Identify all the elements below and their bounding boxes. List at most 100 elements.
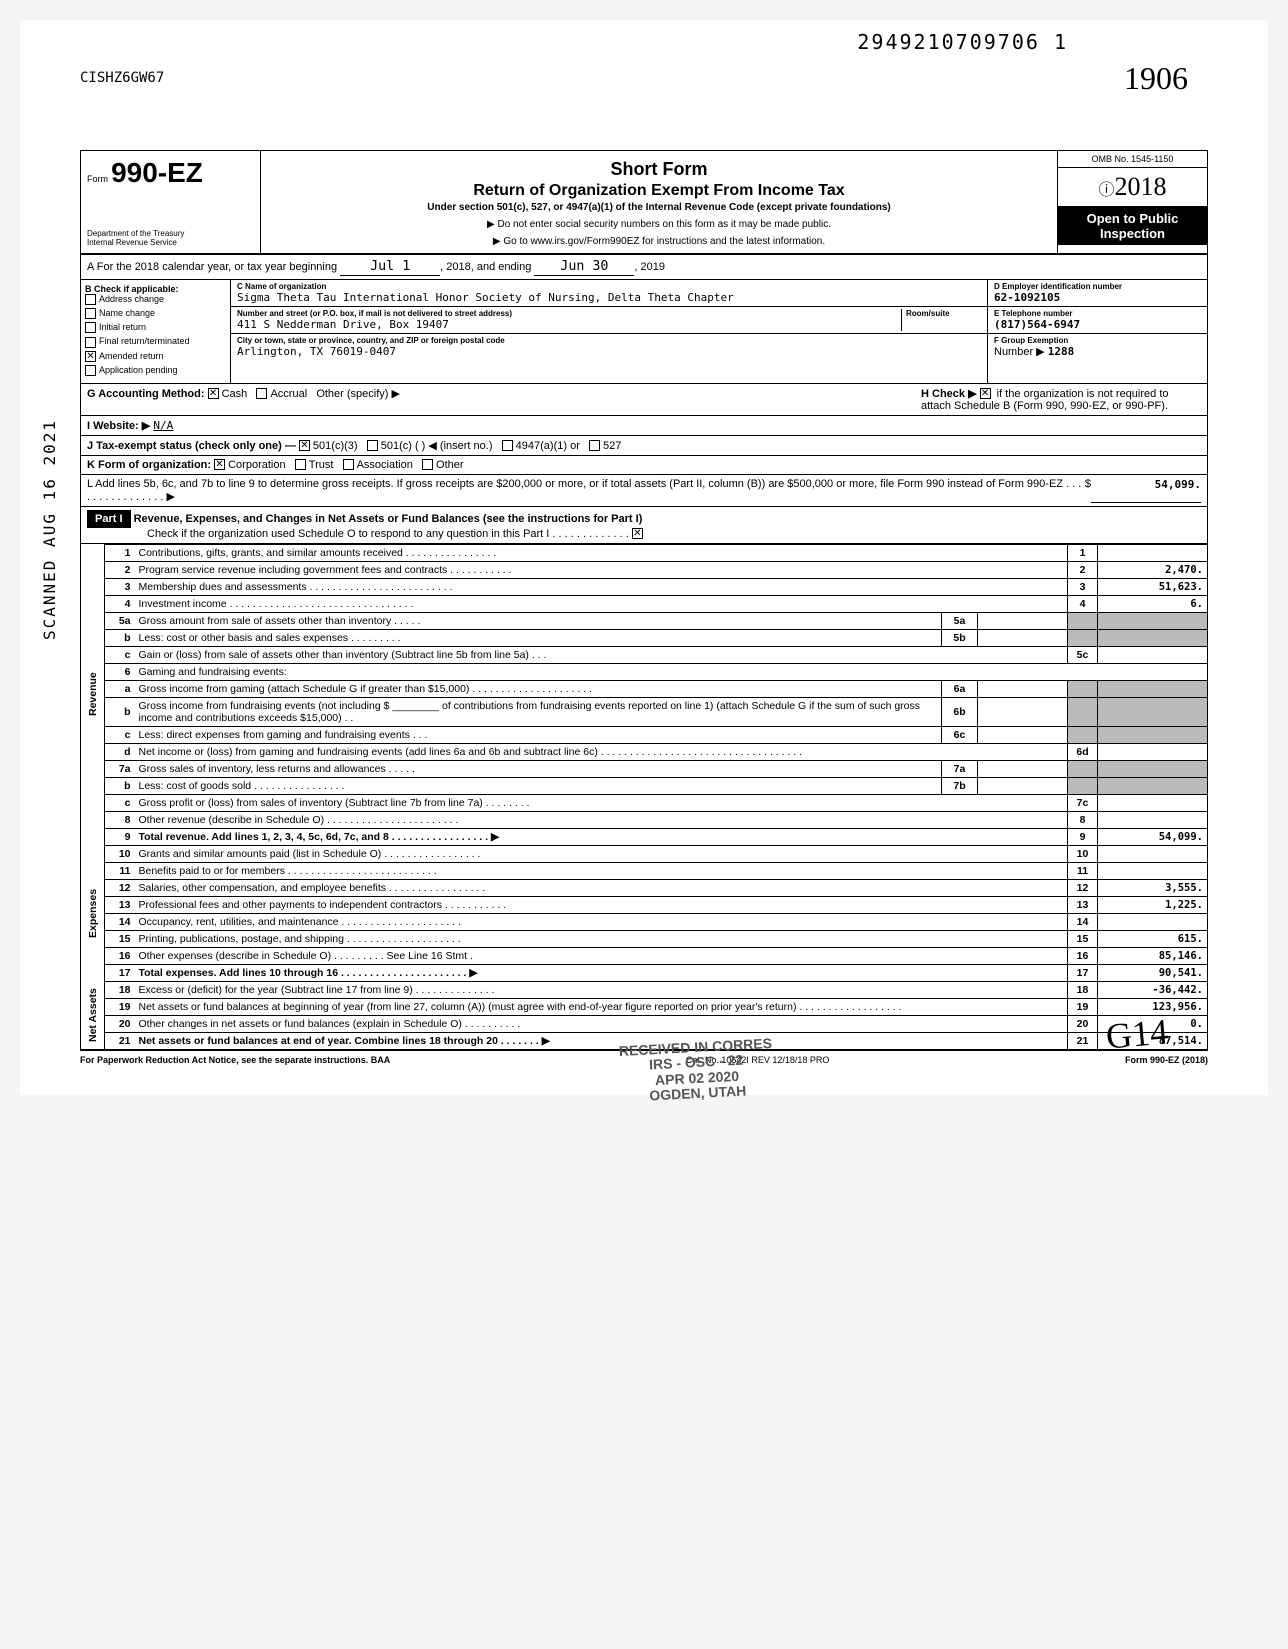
table-row: 13Professional fees and other payments t… bbox=[81, 896, 1208, 913]
chk-assoc[interactable] bbox=[343, 459, 354, 470]
chk-application[interactable]: Application pending bbox=[85, 365, 226, 376]
chk-501c[interactable] bbox=[367, 440, 378, 451]
line-number: 6 bbox=[105, 663, 135, 680]
table-row: 5aGross amount from sale of assets other… bbox=[81, 612, 1208, 629]
group-num-label: Number ▶ bbox=[994, 346, 1045, 358]
line-desc: Grants and similar amounts paid (list in… bbox=[135, 845, 1068, 862]
side-label: Expenses bbox=[81, 845, 105, 981]
outer-val bbox=[1098, 794, 1208, 811]
table-row: 3Membership dues and assessments . . . .… bbox=[81, 578, 1208, 595]
line-desc: Benefits paid to or for members . . . . … bbox=[135, 862, 1068, 879]
outer-num: 15 bbox=[1068, 930, 1098, 947]
line-number: 12 bbox=[105, 879, 135, 896]
outer-val bbox=[1098, 726, 1208, 743]
outer-num bbox=[1068, 777, 1098, 794]
outer-num bbox=[1068, 612, 1098, 629]
line-number: 15 bbox=[105, 930, 135, 947]
city-value: Arlington, TX 76019-0407 bbox=[237, 345, 981, 358]
room-label: Room/suite bbox=[906, 309, 981, 318]
outer-num: 5c bbox=[1068, 646, 1098, 663]
ein-label: D Employer identification number bbox=[994, 282, 1201, 291]
org-name: Sigma Theta Tau International Honor Soci… bbox=[237, 291, 981, 304]
street-label: Number and street (or P.O. box, if mail … bbox=[237, 309, 901, 318]
col-d: D Employer identification number 62-1092… bbox=[987, 280, 1207, 383]
outer-num: 21 bbox=[1068, 1032, 1098, 1049]
line-number: c bbox=[105, 646, 135, 663]
chk-501c3[interactable] bbox=[299, 440, 310, 451]
chk-accrual[interactable] bbox=[256, 388, 267, 399]
outer-num: 12 bbox=[1068, 879, 1098, 896]
inner-num: 6a bbox=[942, 680, 978, 697]
goto-note: ▶ Go to www.irs.gov/Form990EZ for instru… bbox=[267, 236, 1051, 247]
block-bcd: B Check if applicable: Address change Na… bbox=[80, 280, 1208, 384]
outer-val bbox=[1098, 811, 1208, 828]
row-i: I Website: ▶ N/A bbox=[80, 416, 1208, 436]
chk-other-k[interactable] bbox=[422, 459, 433, 470]
chk-address[interactable]: Address change bbox=[85, 294, 226, 305]
outer-num: 8 bbox=[1068, 811, 1098, 828]
line-a: A For the 2018 calendar year, or tax yea… bbox=[80, 255, 1208, 280]
outer-val: 615. bbox=[1098, 930, 1208, 947]
header-left: Form 990-EZ Department of the Treasury I… bbox=[81, 151, 261, 253]
inner-val bbox=[978, 760, 1068, 777]
chk-h[interactable] bbox=[980, 388, 991, 399]
chk-initial[interactable]: Initial return bbox=[85, 322, 226, 333]
outer-val: 1,225. bbox=[1098, 896, 1208, 913]
ssn-note: ▶ Do not enter social security numbers o… bbox=[267, 219, 1051, 230]
dln-number: 2949210709706 1 bbox=[857, 30, 1068, 54]
inner-val bbox=[978, 777, 1068, 794]
line-desc: Program service revenue including govern… bbox=[135, 561, 1068, 578]
under-section: Under section 501(c), 527, or 4947(a)(1)… bbox=[267, 202, 1051, 213]
chk-trust[interactable] bbox=[295, 459, 306, 470]
website-value: N/A bbox=[153, 419, 173, 432]
trust-label: Trust bbox=[309, 459, 334, 471]
outer-val bbox=[1098, 743, 1208, 760]
chk-amended[interactable]: Amended return bbox=[85, 351, 226, 362]
chk-final[interactable]: Final return/terminated bbox=[85, 336, 226, 347]
form-page: 2949210709706 1 CISHZ6GW67 1906 SCANNED … bbox=[20, 20, 1268, 1095]
table-row: 2Program service revenue including gover… bbox=[81, 561, 1208, 578]
outer-val bbox=[1098, 862, 1208, 879]
inner-num: 6c bbox=[942, 726, 978, 743]
chk-corp[interactable] bbox=[214, 459, 225, 470]
table-row: 17Total expenses. Add lines 10 through 1… bbox=[81, 964, 1208, 981]
chk-part1-scho[interactable] bbox=[632, 528, 643, 539]
line-number: b bbox=[105, 629, 135, 646]
line-number: 17 bbox=[105, 964, 135, 981]
line-number: 7a bbox=[105, 760, 135, 777]
form-header: Form 990-EZ Department of the Treasury I… bbox=[80, 150, 1208, 255]
chk-cash[interactable] bbox=[208, 388, 219, 399]
chk-4947[interactable] bbox=[502, 440, 513, 451]
outer-num bbox=[1068, 680, 1098, 697]
line-number: 2 bbox=[105, 561, 135, 578]
table-row: 11Benefits paid to or for members . . . … bbox=[81, 862, 1208, 879]
outer-num bbox=[1068, 760, 1098, 777]
table-row: cGain or (loss) from sale of assets othe… bbox=[81, 646, 1208, 663]
outer-val: 51,623. bbox=[1098, 578, 1208, 595]
c-label: C Name of organization bbox=[237, 282, 981, 291]
line-desc: Other revenue (describe in Schedule O) .… bbox=[135, 811, 1068, 828]
outer-val: 2,470. bbox=[1098, 561, 1208, 578]
line-number: 1 bbox=[105, 544, 135, 561]
chk-527[interactable] bbox=[589, 440, 600, 451]
begin-date-input[interactable] bbox=[340, 258, 440, 276]
outer-num: 17 bbox=[1068, 964, 1098, 981]
lines-table: Revenue1Contributions, gifts, grants, an… bbox=[80, 544, 1208, 1050]
end-date-input[interactable] bbox=[534, 258, 634, 276]
outer-val bbox=[1098, 680, 1208, 697]
line-number: 16 bbox=[105, 947, 135, 964]
inner-num: 5a bbox=[942, 612, 978, 629]
inner-num: 7a bbox=[942, 760, 978, 777]
line-number: 21 bbox=[105, 1032, 135, 1049]
chk-name[interactable]: Name change bbox=[85, 308, 226, 319]
code-top-left: CISHZ6GW67 bbox=[80, 70, 164, 86]
line-desc: Less: cost of goods sold . . . . . . . .… bbox=[135, 777, 942, 794]
line-desc: Investment income . . . . . . . . . . . … bbox=[135, 595, 1068, 612]
table-row: bLess: cost of goods sold . . . . . . . … bbox=[81, 777, 1208, 794]
line-desc: Professional fees and other payments to … bbox=[135, 896, 1068, 913]
col-c: C Name of organization Sigma Theta Tau I… bbox=[231, 280, 987, 383]
other-k-label: Other bbox=[436, 459, 464, 471]
footer-left: For Paperwork Reduction Act Notice, see … bbox=[80, 1055, 390, 1065]
l-value: 54,099. bbox=[1091, 478, 1201, 503]
line-desc: Gross amount from sale of assets other t… bbox=[135, 612, 942, 629]
